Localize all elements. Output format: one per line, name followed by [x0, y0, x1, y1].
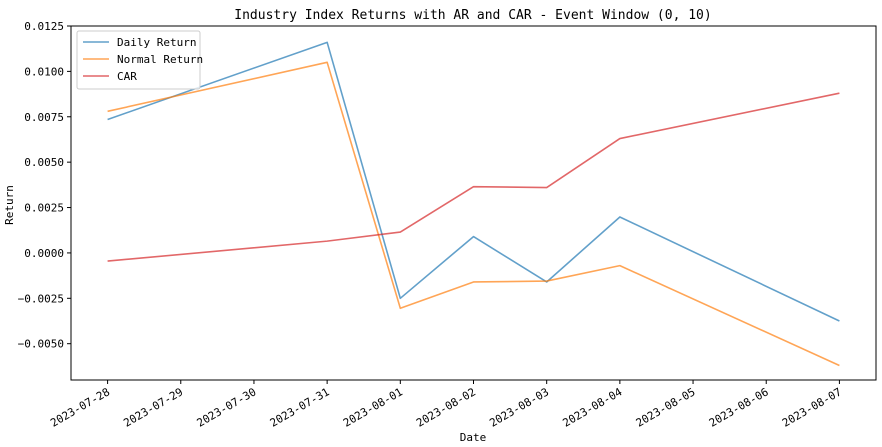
x-tick-label: 2023-08-06 — [707, 385, 771, 429]
legend-label: Normal Return — [117, 53, 203, 66]
x-tick-label: 2023-08-01 — [341, 385, 405, 429]
series-line-daily-return — [107, 41, 840, 322]
series-line-car — [107, 92, 840, 262]
legend-label: Daily Return — [117, 36, 196, 49]
series-layer — [107, 41, 840, 367]
x-tick-label: 2023-07-31 — [268, 385, 332, 429]
y-axis-ticks: 0.0125 0.0100 0.0075 0.0050 0.0025 0.0000 −0.0… — [18, 20, 71, 351]
x-tick-label: 2023-08-04 — [560, 385, 624, 430]
y-tick-label: −0.0025 — [18, 292, 64, 305]
chart-title: Industry Index Returns with AR and CAR -… — [234, 8, 711, 23]
series-line-normal-return — [107, 61, 840, 367]
legend: Daily Return Normal Return CAR — [76, 30, 203, 90]
x-tick-label: 2023-07-28 — [48, 385, 112, 429]
y-tick-label: 0.0025 — [24, 202, 64, 215]
y-tick-label: 0.0000 — [24, 247, 64, 260]
y-tick-label: 0.0050 — [24, 156, 64, 169]
x-tick-label: 2023-08-03 — [487, 385, 551, 429]
y-tick-label: 0.0075 — [24, 111, 64, 124]
x-tick-label: 2023-07-29 — [121, 385, 185, 429]
x-tick-label: 2023-08-07 — [780, 385, 844, 429]
x-axis-ticks: 2023-07-28 2023-07-29 2023-07-30 2023-07-31… — [48, 380, 844, 430]
y-tick-label: 0.0125 — [24, 20, 64, 33]
x-axis-title: Date — [460, 431, 487, 444]
y-tick-label: −0.0050 — [18, 338, 64, 351]
legend-label: CAR — [117, 70, 137, 83]
legend-box — [76, 30, 201, 90]
x-tick-label: 2023-08-05 — [634, 385, 698, 429]
y-axis-title: Return — [3, 185, 16, 225]
y-tick-label: 0.0100 — [24, 65, 64, 78]
x-tick-label: 2023-07-30 — [195, 385, 259, 429]
x-tick-label: 2023-08-02 — [414, 385, 478, 429]
